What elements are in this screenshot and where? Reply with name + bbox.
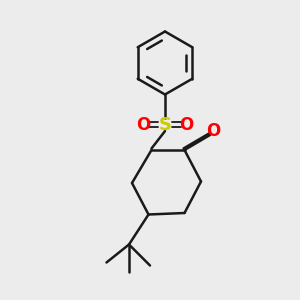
Text: S: S xyxy=(158,116,172,134)
Text: O: O xyxy=(136,116,151,134)
Text: O: O xyxy=(206,122,221,140)
Text: O: O xyxy=(179,116,194,134)
